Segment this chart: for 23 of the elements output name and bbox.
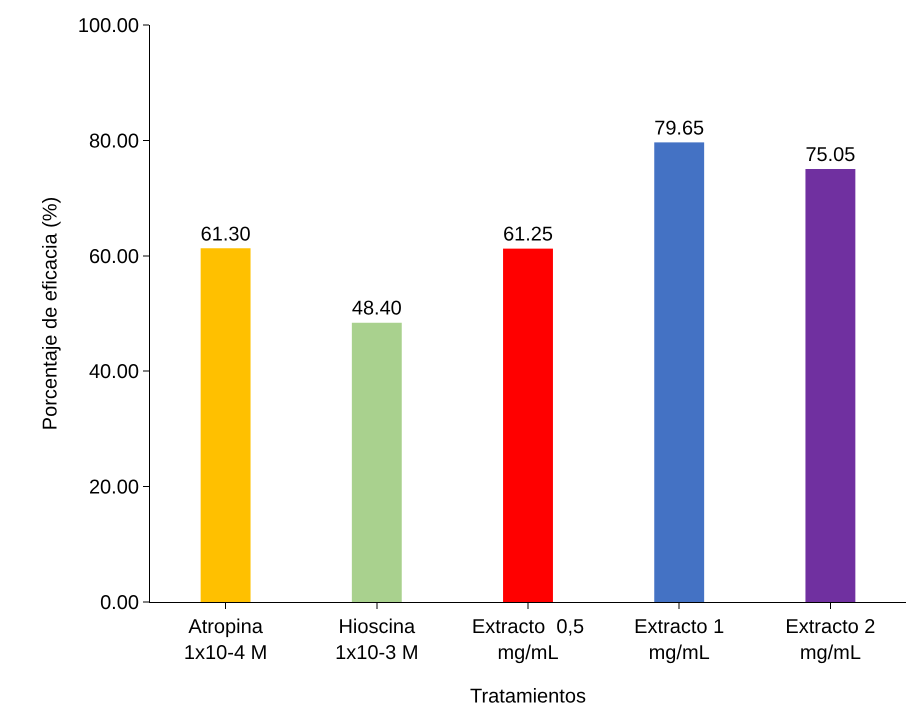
data-label: 75.05	[805, 144, 856, 166]
y-tick-label: 100.00	[78, 15, 139, 37]
y-tick-label: 60.00	[88, 246, 139, 268]
x-axis-title: Tratamientos	[470, 686, 586, 708]
bar	[654, 142, 704, 602]
x-tick-label: Atropina 1x10-4 M	[184, 616, 268, 664]
y-axis-title: Porcentaje de eficacia (%)	[39, 196, 62, 430]
bar	[352, 322, 402, 602]
x-tick-label: Hioscina 1x10-3 M	[335, 616, 418, 664]
data-label: 48.40	[352, 298, 402, 320]
y-tick-label: 40.00	[88, 361, 139, 384]
x-tick-label: Extracto 1 mg/mL	[634, 616, 724, 664]
x-tick-label: Extracto 2 mg/mL	[785, 616, 876, 664]
bar	[805, 168, 856, 602]
data-label: 61.25	[503, 224, 553, 246]
data-label: 61.30	[200, 223, 251, 246]
y-tick-label: 20.00	[88, 476, 139, 499]
y-tick-label: 0.00	[100, 592, 139, 614]
bar	[503, 248, 553, 602]
x-tick-label: Extracto 0,5 mg/mL	[472, 616, 584, 664]
data-label: 79.65	[654, 117, 704, 140]
y-tick-label: 80.00	[88, 130, 139, 152]
bar	[200, 248, 251, 602]
